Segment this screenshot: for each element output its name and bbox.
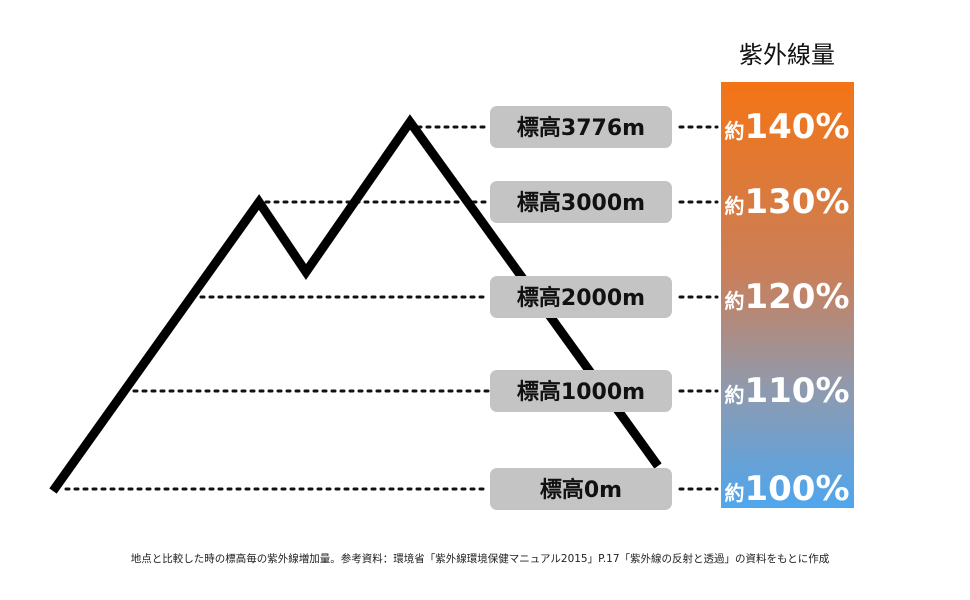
uv-gradient-bar [721, 82, 854, 508]
uv-value-1000: 約110% [724, 371, 849, 411]
label-box [490, 106, 672, 148]
uv-percent: 110% [744, 371, 849, 411]
uv-percent: 140% [744, 107, 849, 147]
elevation-labels: 標高3776m 標高3000m 標高2000m 標高1000m 標高0m [490, 106, 672, 510]
elevation-label-3000: 標高3000m [490, 181, 672, 223]
label-box [490, 370, 672, 412]
uv-percent: 120% [744, 277, 849, 317]
uv-percent: 100% [744, 469, 849, 509]
leader-lines-right [678, 125, 719, 491]
uv-value-2000: 約120% [724, 277, 849, 317]
uv-percent: 130% [744, 182, 849, 222]
elevation-label-0: 標高0m [490, 468, 672, 510]
uv-value-3776: 約140% [724, 107, 849, 147]
footnote: 地点と比較した時の標高毎の紫外線増加量。参考資料：環境省「紫外線環境保健マニュア… [131, 552, 830, 565]
elevation-label-3776: 標高3776m [490, 106, 672, 148]
uv-values: 約140% 約130% 約120% 約110% 約100% [724, 107, 849, 509]
uv-prefix: 約 [724, 194, 744, 218]
elevation-label-text: 標高1000m [517, 379, 645, 405]
label-box [490, 468, 672, 510]
uv-prefix: 約 [724, 289, 744, 313]
uv-prefix: 約 [724, 481, 744, 505]
elevation-label-text: 標高0m [540, 477, 622, 503]
uv-bar-title: 紫外線量 [739, 41, 835, 69]
elevation-label-text: 標高2000m [517, 285, 645, 311]
elevation-label-text: 標高3000m [517, 190, 645, 216]
mountain-outline [49, 114, 662, 494]
leader-lines-left [64, 125, 490, 491]
uv-prefix: 約 [724, 383, 744, 407]
label-box [490, 276, 672, 318]
uv-value-0: 約100% [724, 469, 849, 509]
uv-value-3000: 約130% [724, 182, 849, 222]
label-box [490, 181, 672, 223]
elevation-label-2000: 標高2000m [490, 276, 672, 318]
elevation-label-1000: 標高1000m [490, 370, 672, 412]
elevation-label-text: 標高3776m [517, 115, 645, 141]
uv-prefix: 約 [724, 119, 744, 143]
